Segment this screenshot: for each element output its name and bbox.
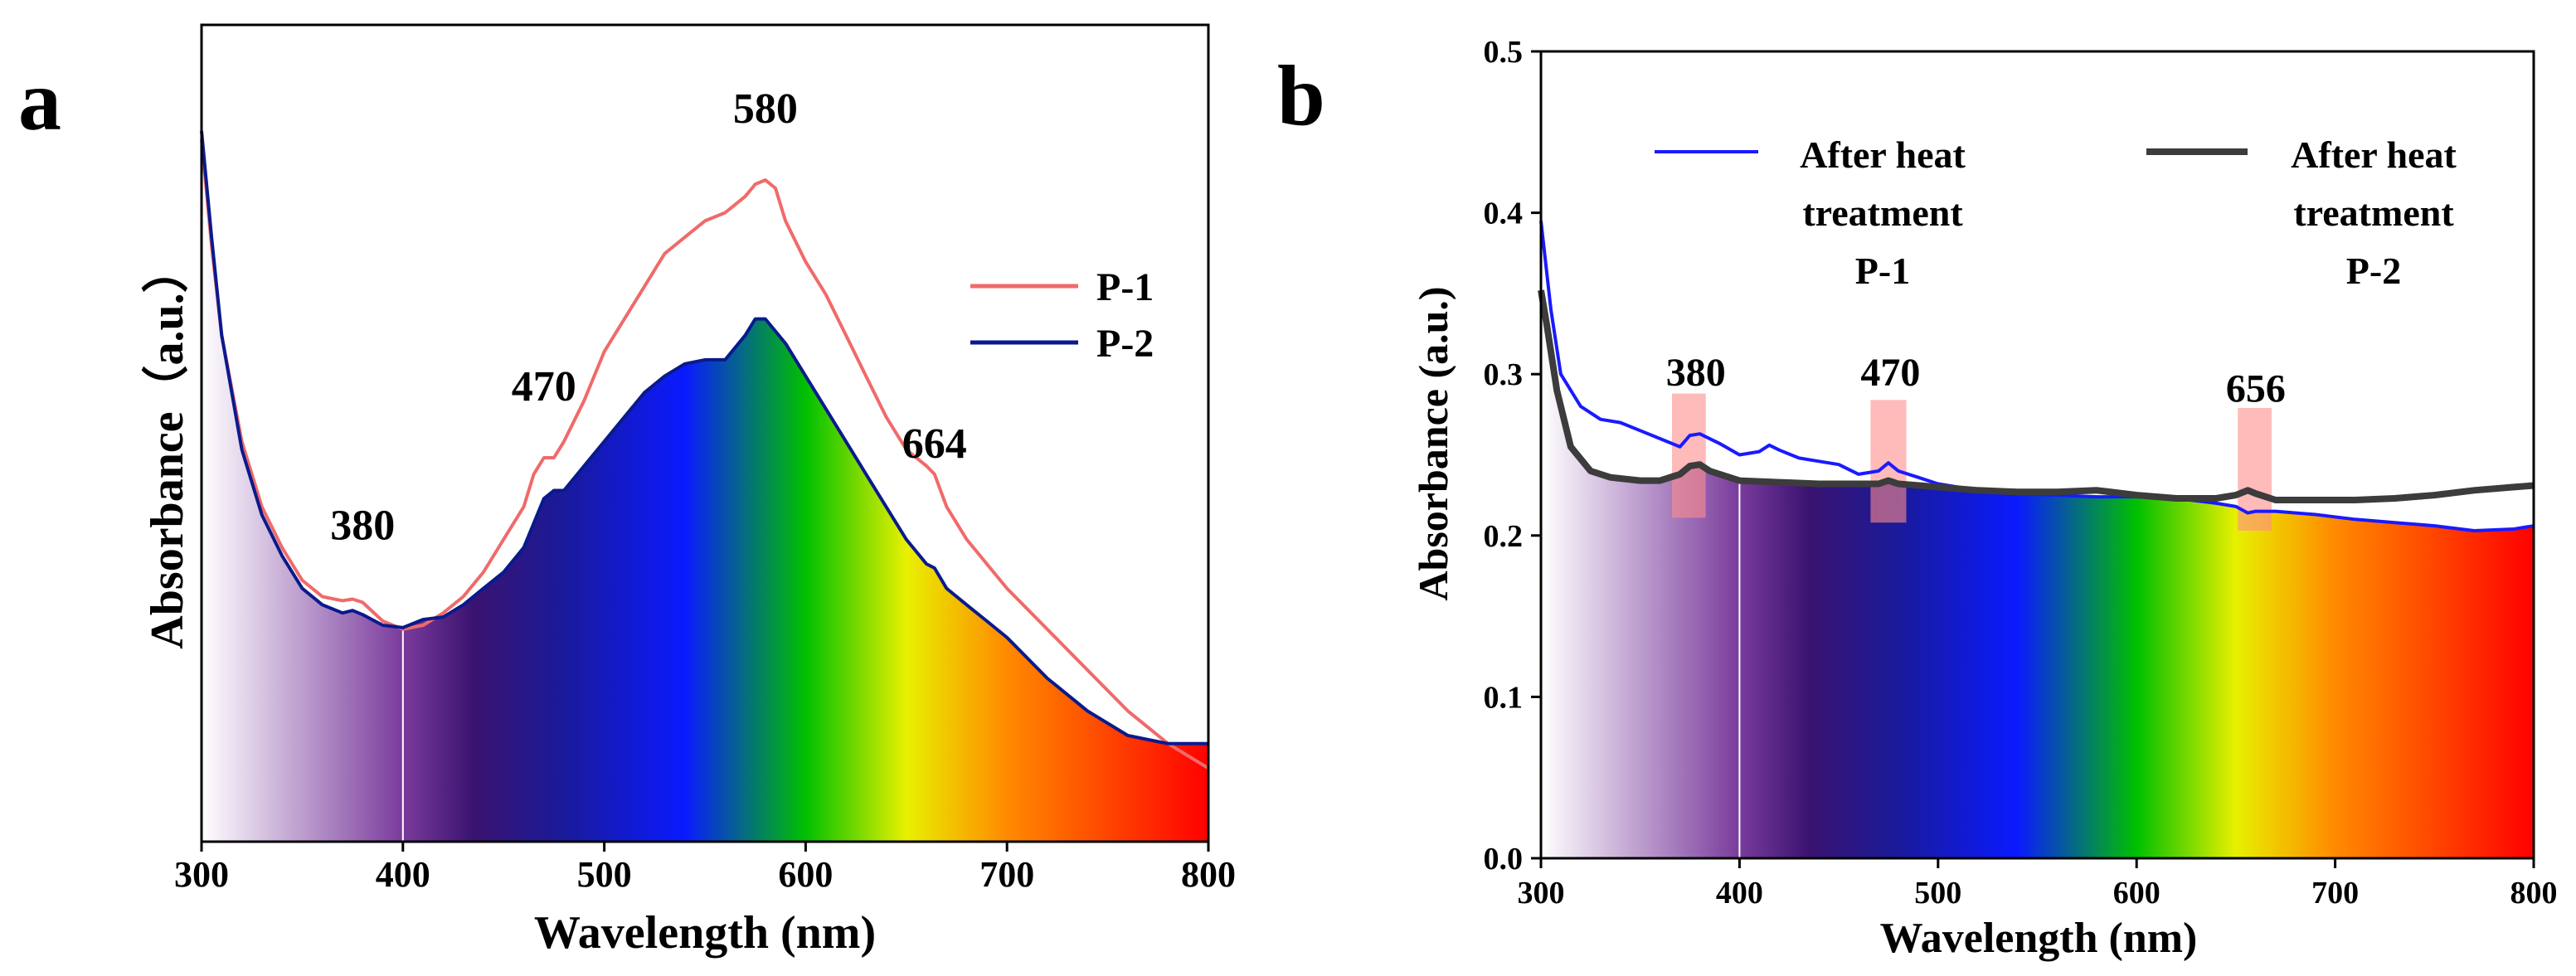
panel-b: b 300 400 500 600 700 800 0.00.10.20.30.40.5 … [1277, 35, 2558, 962]
x-tick-label: 600 [778, 854, 833, 895]
peak-label-580: 580 [733, 85, 798, 133]
peak-label-470: 470 [512, 363, 576, 410]
panel-a-legend: P-1P-2 [970, 265, 1154, 366]
y-tick-label: 0.3 [1484, 357, 1524, 392]
peak-label-470: 470 [1860, 351, 1920, 395]
panel-b-annotations: 380 470 656 [1666, 351, 2286, 410]
series-line-after-heat-treatment-p-1 [1539, 221, 2535, 532]
x-tick-label: 700 [979, 854, 1034, 895]
series-line-p-2 [200, 130, 1208, 745]
series-line-p-1 [200, 138, 1210, 770]
legend-label-2: After heat treatment P-2 [2291, 134, 2457, 292]
x-tick-label: 400 [1716, 876, 1763, 910]
peak-label-656: 656 [2226, 367, 2286, 410]
x-tick-label: 700 [2311, 876, 2359, 910]
peak-label-380: 380 [1666, 351, 1726, 395]
x-tick-label: 800 [1181, 854, 1236, 895]
y-tick-label: 0.4 [1484, 197, 1524, 231]
panel-a-series-lines [200, 130, 1210, 770]
panel-label-b: b [1277, 48, 1325, 143]
panel-b-highlight-bands [1672, 393, 2272, 531]
highlight-band-0 [1672, 393, 1706, 518]
y-tick-label: 0.2 [1484, 519, 1524, 554]
x-tick-label: 300 [1518, 876, 1565, 910]
x-tick-label: 600 [2113, 876, 2160, 910]
x-tick-label: 500 [577, 854, 632, 895]
peak-label-380: 380 [330, 503, 395, 550]
panel-a-x-axis-label: Wavelength (nm) [534, 907, 876, 959]
y-tick-label: 0.1 [1484, 680, 1524, 715]
legend-label-1: After heat treatment P-1 [1800, 134, 1966, 292]
panel-a-fill-area [202, 131, 1208, 842]
panel-b-fill-area [1541, 290, 2534, 858]
x-tick-label: 500 [1914, 876, 1961, 910]
panel-b-x-ticks: 300 400 500 600 700 800 [1518, 858, 2558, 910]
panel-a-x-ticks: 300 400 500 600 700 800 [174, 842, 1236, 895]
panel-a-y-axis-label: Absorbance（a.u.） [141, 246, 193, 648]
panel-b-plot-frame [1539, 50, 2535, 860]
panel-b-y-ticks: 0.0 0.1 0.2 0.3 0.4 0.5 [1484, 35, 1541, 876]
panel-label-a: a [18, 53, 61, 148]
legend-label-p-1: P-1 [1096, 265, 1154, 309]
panel-b-legend: After heat treatment P-1 After heat treatmen… [1655, 134, 2457, 292]
panel-a-plot-frame [200, 23, 1210, 843]
x-tick-label: 300 [174, 854, 229, 895]
series-line-after-heat-treatment-p-2 [1538, 289, 2535, 503]
panel-a-annotations: 380 470 580 664 [330, 85, 967, 549]
panel-b-x-axis-label: Wavelength (nm) [1880, 915, 2198, 962]
panel-b-y-axis-label: Absorbance (a.u.) [1410, 286, 1456, 600]
x-tick-label: 800 [2510, 876, 2558, 910]
panel-b-series-lines [1538, 221, 2535, 532]
y-tick-label: 0.0 [1484, 842, 1524, 876]
y-tick-label: 0.5 [1484, 35, 1524, 70]
legend-label-p-2: P-2 [1096, 322, 1154, 366]
peak-label-664: 664 [902, 420, 967, 468]
x-tick-label: 400 [376, 854, 430, 895]
